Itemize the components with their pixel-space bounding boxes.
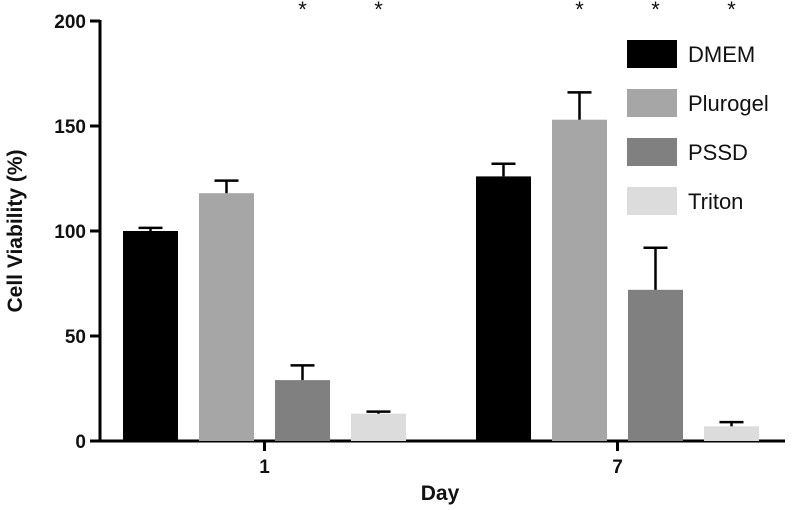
x-tick-label: 7: [612, 457, 623, 478]
bar-triton-day-7: [704, 426, 759, 441]
bar-pssd-day-1: [275, 380, 330, 441]
legend-swatch-pssd: [627, 138, 677, 166]
x-axis-title: Day: [421, 482, 460, 505]
legend: DMEM Plurogel PSSD Triton: [627, 40, 769, 215]
y-tick-label: 0: [75, 432, 86, 453]
legend-swatch-triton: [627, 187, 677, 215]
plot-area: 0 50 100 150 200 * * 1 * * * 7: [54, 0, 785, 478]
legend-label-dmem: DMEM: [688, 42, 755, 67]
bar-plurogel-day-1: [199, 193, 254, 441]
significance-marker: *: [651, 0, 660, 22]
bar-pssd-day-7: [628, 289, 683, 441]
legend-label-plurogel: Plurogel: [688, 91, 769, 116]
y-tick-label: 200: [54, 12, 86, 33]
bar-dmem-day-7: [476, 176, 531, 441]
bar-dmem-day-1: [123, 231, 178, 441]
legend-label-pssd: PSSD: [688, 140, 748, 165]
significance-marker: *: [727, 0, 736, 22]
legend-label-triton: Triton: [688, 189, 743, 214]
x-tick-label: 1: [259, 457, 270, 478]
y-tick-label: 100: [54, 222, 86, 243]
y-tick-label: 50: [65, 327, 86, 348]
bar-plurogel-day-7: [552, 119, 607, 441]
significance-marker: *: [575, 0, 584, 22]
legend-swatch-plurogel: [627, 89, 677, 117]
y-axis-title: Cell Viability (%): [4, 150, 27, 313]
bar-triton-day-1: [351, 413, 406, 441]
y-tick-label: 150: [54, 117, 86, 138]
significance-marker: *: [298, 0, 307, 22]
significance-marker: *: [374, 0, 383, 22]
legend-swatch-dmem: [627, 40, 677, 68]
